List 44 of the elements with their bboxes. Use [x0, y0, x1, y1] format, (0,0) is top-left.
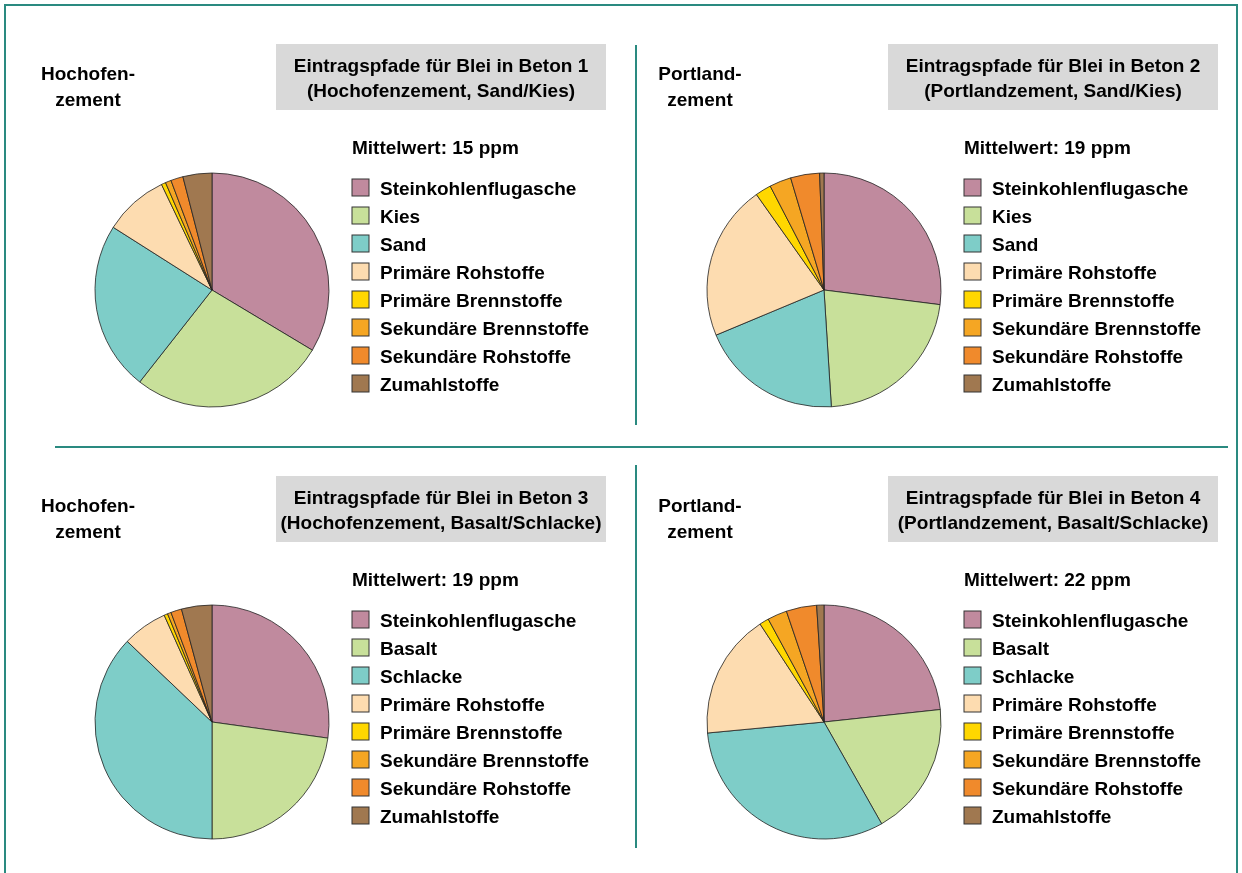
legend-label: Primäre Brennstoffe [992, 722, 1175, 743]
legend-label: Zumahlstoffe [992, 374, 1112, 395]
chart-title: Eintragspfade für Blei in Beton 2 (Portlandzement, Sand/Kies) [905, 55, 1201, 101]
legend-label: Zumahlstoffe [380, 374, 500, 395]
legend-label: Primäre Brennstoffe [992, 290, 1175, 311]
legend-label: Sekundäre Brennstoffe [992, 750, 1202, 771]
legend-label: Schlacke [380, 666, 463, 687]
legend-label: Basalt [380, 638, 438, 659]
chart-title: Eintragspfade für Blei in Beton 4 (Portlandzement, Basalt/Schlacke) [897, 487, 1209, 533]
chart-subtitle: Mittelwert: 19 ppm [352, 569, 519, 590]
legend-label: Primäre Rohstoffe [992, 262, 1157, 283]
chart-subtitle: Mittelwert: 22 ppm [964, 569, 1131, 590]
legend-label: Primäre Rohstoffe [380, 694, 545, 715]
text: Portland- zement [658, 63, 742, 110]
legend-label: Steinkohlenflugasche [380, 610, 577, 631]
legend-label: Sekundäre Brennstoffe [380, 318, 590, 339]
text: Portland- zement [658, 495, 742, 542]
legend-label: Primäre Brennstoffe [380, 290, 563, 311]
text: Hochofen- zement [41, 63, 135, 110]
chart-title: Eintragspfade für Blei in Beton 3 (Hochofenzement, Basalt/Schlacke) [280, 487, 602, 533]
legend-label: Primäre Rohstoffe [380, 262, 545, 283]
legend-label: Kies [992, 206, 1033, 227]
legend-label: Sekundäre Rohstoffe [992, 346, 1184, 367]
legend-label: Sekundäre Rohstoffe [992, 778, 1184, 799]
legend-label: Steinkohlenflugasche [380, 178, 577, 199]
legend-label: Primäre Rohstoffe [992, 694, 1157, 715]
legend-label: Sekundäre Brennstoffe [380, 750, 590, 771]
legend-label: Sand [380, 234, 427, 255]
chart-subtitle: Mittelwert: 19 ppm [964, 137, 1131, 158]
legend-label: Primäre Brennstoffe [380, 722, 563, 743]
legend-label: Sand [992, 234, 1039, 255]
legend-label: Zumahlstoffe [992, 806, 1112, 827]
legend-label: Steinkohlenflugasche [992, 178, 1189, 199]
legend-label: Schlacke [992, 666, 1075, 687]
text: Hochofen- zement [41, 495, 135, 542]
legend-label: Kies [380, 206, 421, 227]
legend-label: Sekundäre Rohstoffe [380, 778, 572, 799]
chart-subtitle: Mittelwert: 15 ppm [352, 137, 519, 158]
legend-label: Steinkohlenflugasche [992, 610, 1189, 631]
legend-label: Zumahlstoffe [380, 806, 500, 827]
legend-label: Sekundäre Brennstoffe [992, 318, 1202, 339]
legend-label: Sekundäre Rohstoffe [380, 346, 572, 367]
chart-title: Eintragspfade für Blei in Beton 1 (Hochofenzement, Sand/Kies) [293, 55, 589, 101]
legend-label: Basalt [992, 638, 1050, 659]
